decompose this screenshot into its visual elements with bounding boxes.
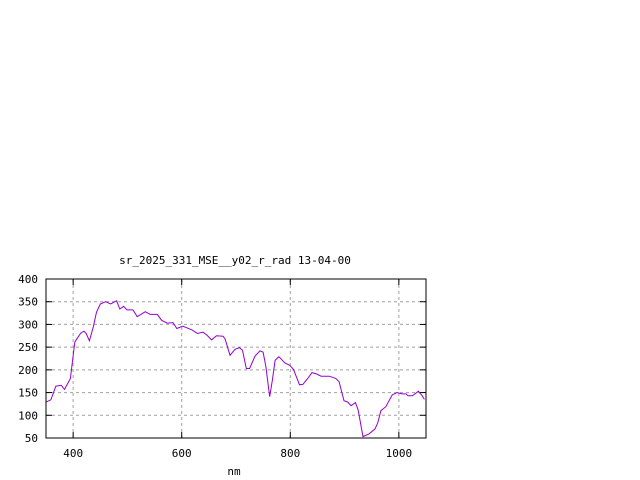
x-tick-label: 600 bbox=[172, 447, 192, 460]
x-axis: 400 600 800 1000 bbox=[63, 279, 412, 460]
y-tick-label: 150 bbox=[18, 387, 38, 400]
y-tick-label: 100 bbox=[18, 409, 38, 422]
y-tick-label: 400 bbox=[18, 273, 38, 286]
x-tick-label: 1000 bbox=[386, 447, 413, 460]
x-tick-label: 800 bbox=[280, 447, 300, 460]
plot-border bbox=[45, 278, 427, 439]
x-axis-label: nm bbox=[227, 465, 241, 478]
y-tick-label: 350 bbox=[18, 296, 38, 309]
y-tick-label: 50 bbox=[25, 432, 38, 445]
series-line bbox=[45, 300, 425, 438]
y-tick-label: 250 bbox=[18, 341, 38, 354]
x-tick-label: 400 bbox=[63, 447, 83, 460]
y-axis: 50 100 150 200 250 300 350 400 bbox=[18, 273, 426, 445]
y-tick-label: 200 bbox=[18, 364, 38, 377]
chart-title: sr_2025_331_MSE__y02_r_rad 13-04-00 bbox=[119, 254, 351, 267]
y-tick-label: 300 bbox=[18, 318, 38, 331]
